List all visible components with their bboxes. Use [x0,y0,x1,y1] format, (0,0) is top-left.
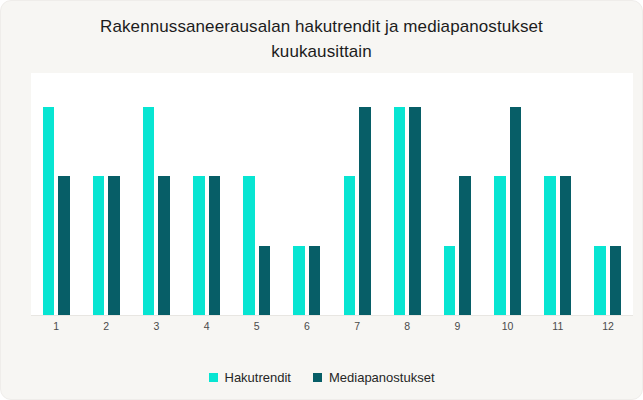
bar-hakutrendit-month-10 [494,176,506,315]
bars-area [31,73,633,315]
bar-group-month-11 [533,73,583,315]
bar-mediapanostukset-month-12 [610,246,622,315]
x-tick-label-8: 8 [382,320,432,332]
x-tick-label-5: 5 [232,320,282,332]
bar-hakutrendit-month-11 [544,176,556,315]
x-tick-label-3: 3 [131,320,181,332]
bar-group-month-5 [232,73,282,315]
bar-group-month-1 [31,73,81,315]
bar-group-month-7 [332,73,382,315]
bar-hakutrendit-month-6 [293,246,305,315]
bar-mediapanostukset-month-1 [58,176,70,315]
bar-hakutrendit-month-3 [143,107,155,315]
bar-group-month-12 [583,73,633,315]
bar-group-month-9 [432,73,482,315]
x-tick-label-1: 1 [31,320,81,332]
legend-label-mediapanostukset: Mediapanostukset [329,370,435,385]
bar-hakutrendit-month-8 [394,107,406,315]
legend-item-hakutrendit[interactable]: Hakutrendit [209,370,291,385]
bar-hakutrendit-month-9 [444,246,456,315]
bar-group-month-4 [182,73,232,315]
bar-mediapanostukset-month-7 [359,107,371,315]
x-tick-label-2: 2 [81,320,131,332]
legend-label-hakutrendit: Hakutrendit [225,370,291,385]
bar-group-month-2 [81,73,131,315]
bar-hakutrendit-month-1 [43,107,55,315]
legend-swatch-hakutrendit-icon [209,373,218,382]
legend-swatch-mediapanostukset-icon [313,373,322,382]
bar-mediapanostukset-month-6 [309,246,321,315]
bar-mediapanostukset-month-3 [158,176,170,315]
x-tick-label-9: 9 [432,320,482,332]
bar-mediapanostukset-month-8 [409,107,421,315]
chart-title: Rakennussaneerausalan hakutrendit ja med… [69,14,574,64]
bar-mediapanostukset-month-5 [259,246,271,315]
bar-mediapanostukset-month-4 [209,176,221,315]
chart-card: Rakennussaneerausalan hakutrendit ja med… [0,0,643,400]
bar-group-month-3 [131,73,181,315]
x-tick-label-4: 4 [182,320,232,332]
bar-group-month-6 [282,73,332,315]
bar-hakutrendit-month-12 [594,246,606,315]
x-tick-label-11: 11 [533,320,583,332]
legend-item-mediapanostukset[interactable]: Mediapanostukset [313,370,435,385]
x-axis-labels: 123456789101112 [31,320,633,332]
bar-mediapanostukset-month-9 [459,176,471,315]
bar-mediapanostukset-month-2 [108,176,120,315]
bar-group-month-10 [483,73,533,315]
bar-hakutrendit-month-2 [93,176,105,315]
bar-hakutrendit-month-5 [243,176,255,315]
x-tick-label-7: 7 [332,320,382,332]
legend: Hakutrendit Mediapanostukset [1,370,642,385]
bar-hakutrendit-month-7 [344,176,356,315]
x-tick-label-12: 12 [583,320,633,332]
bar-mediapanostukset-month-11 [560,176,572,315]
x-tick-label-6: 6 [282,320,332,332]
bar-mediapanostukset-month-10 [510,107,522,315]
bar-group-month-8 [382,73,432,315]
plot-area [31,73,633,316]
x-tick-label-10: 10 [483,320,533,332]
bar-hakutrendit-month-4 [193,176,205,315]
